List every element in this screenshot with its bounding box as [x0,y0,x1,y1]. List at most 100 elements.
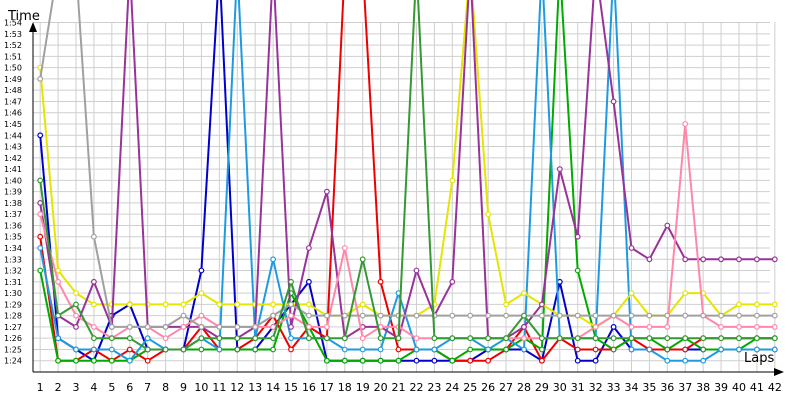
y-tick-label: 1:52 [4,41,22,50]
data-point [198,290,205,297]
data-point [288,312,294,319]
data-point [359,301,366,308]
data-point [73,290,79,297]
data-point [306,335,312,342]
data-point [341,245,348,251]
y-tick-label: 1:36 [4,221,22,230]
data-point [306,324,312,330]
x-tick-label: 23 [427,381,441,394]
x-tick-label: 22 [409,381,423,394]
data-point [556,312,563,319]
data-point [682,256,689,263]
x-tick-label: 35 [642,381,656,394]
data-point [324,324,330,330]
data-point [377,278,384,285]
series-line [39,0,775,362]
data-point [664,357,671,364]
data-point [754,256,760,263]
data-point [341,335,348,342]
data-point [664,335,671,342]
data-point [162,335,169,342]
data-point [539,357,545,364]
data-point [521,346,527,353]
data-point [144,324,151,330]
x-tick-label: 25 [463,381,477,394]
data-point [37,75,44,82]
series-line [39,0,775,362]
data-point [324,312,330,319]
x-tick-label: 18 [338,381,352,394]
data-point [771,301,778,308]
data-point [646,346,653,353]
series-line [39,0,775,351]
x-tick-label: 17 [320,381,334,394]
data-point [180,324,187,330]
data-point [771,346,778,353]
y-tick-label: 1:54 [4,19,22,28]
data-point [324,335,330,342]
data-point [270,312,277,319]
data-point [449,177,456,184]
y-tick-label: 1:42 [4,154,22,163]
y-tick-label: 1:44 [4,131,22,140]
data-point [377,357,384,364]
data-point [270,256,277,263]
y-tick-label: 1:51 [4,52,22,61]
data-point [485,312,492,319]
data-point [521,324,527,330]
data-point [126,357,133,364]
data-point [539,312,545,319]
data-point [216,301,223,308]
y-tick-label: 1:48 [4,86,22,95]
y-tick-label: 1:53 [4,30,22,39]
data-point [592,312,599,319]
data-point [700,256,707,263]
chart-series-layer [37,0,778,364]
data-point [718,335,724,342]
data-point [664,324,671,330]
data-point [646,256,653,263]
data-point [270,324,277,330]
data-point [754,312,760,319]
data-point [55,335,61,342]
x-tick-label: 14 [266,381,280,394]
data-point [37,199,44,206]
data-point [682,335,689,342]
data-point [108,324,115,330]
data-point [234,301,241,308]
y-tick-label: 1:34 [4,244,22,253]
data-point [395,346,402,353]
data-point [610,312,617,319]
data-point [73,312,79,319]
data-point [718,312,724,319]
data-point [359,357,366,364]
data-point [288,346,294,353]
data-point [664,346,671,353]
x-tick-label: 32 [589,381,603,394]
x-tick-label: 42 [768,381,782,394]
data-point [73,301,79,308]
data-point [144,346,151,353]
data-point [503,346,510,353]
data-point [126,324,133,330]
data-point [556,335,563,342]
y-tick-label: 1:32 [4,267,22,276]
data-point [395,357,402,364]
data-point [413,335,420,342]
data-point [610,98,617,105]
data-point [288,278,294,285]
data-point [90,346,97,353]
data-point [754,335,760,342]
y-tick-label: 1:40 [4,176,22,185]
data-point [467,335,474,342]
data-point [700,335,707,342]
y-tick-label: 1:29 [4,300,22,309]
data-point [736,256,742,263]
x-tick-label: 29 [535,381,549,394]
y-tick-label: 1:38 [4,199,22,208]
y-tick-label: 1:41 [4,165,22,174]
data-point [682,346,689,353]
data-point [771,256,778,263]
data-point [198,346,205,353]
x-tick-label: 37 [678,381,692,394]
